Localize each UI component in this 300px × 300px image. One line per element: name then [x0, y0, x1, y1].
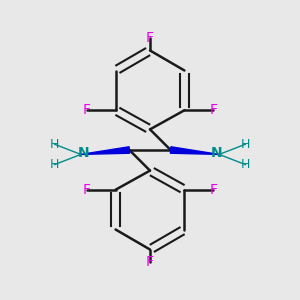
Polygon shape [81, 147, 130, 154]
Text: H: H [50, 158, 59, 171]
Text: F: F [146, 255, 154, 269]
Text: H: H [50, 138, 59, 151]
Text: N: N [78, 146, 90, 160]
Text: H: H [241, 158, 250, 171]
Text: H: H [241, 138, 250, 151]
Text: F: F [146, 31, 154, 45]
Text: F: F [209, 103, 217, 117]
Text: F: F [83, 103, 91, 117]
Text: N: N [210, 146, 222, 160]
Text: F: F [209, 183, 217, 197]
Polygon shape [170, 147, 219, 154]
Text: F: F [83, 183, 91, 197]
